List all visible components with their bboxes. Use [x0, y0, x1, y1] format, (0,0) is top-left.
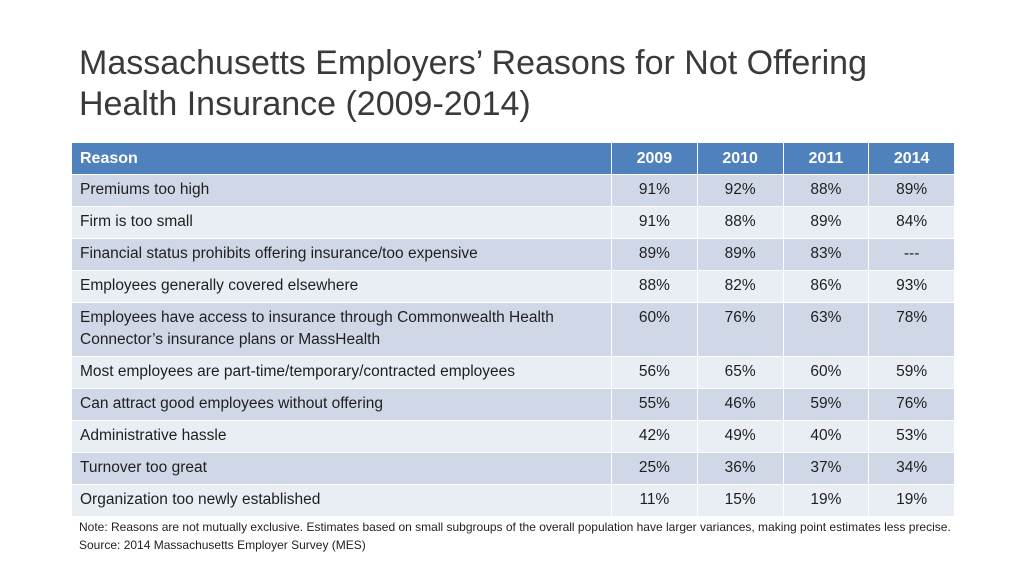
table-row: Administrative hassle 42% 49% 40% 53% [71, 420, 955, 453]
value-cell-2014: 93% [868, 270, 955, 303]
value-cell-2014: 59% [868, 356, 955, 389]
header-year-2010: 2010 [696, 142, 784, 175]
value-cell-2010: 49% [696, 420, 784, 453]
value-cell-2014: 78% [868, 302, 955, 357]
value-cell-2009: 55% [611, 388, 698, 421]
value-cell-2011: 40% [782, 420, 870, 453]
slide-title-line-1: Massachusetts Employers’ Reasons for Not… [79, 44, 867, 82]
value-cell-2010: 36% [696, 452, 784, 485]
value-cell-2010: 82% [696, 270, 784, 303]
reason-cell: Firm is too small [71, 206, 612, 239]
value-cell-2009: 11% [611, 484, 698, 517]
table-row: Can attract good employees without offer… [71, 388, 955, 421]
value-cell-2014: 76% [868, 388, 955, 421]
table-row: Turnover too great 25% 36% 37% 34% [71, 452, 955, 485]
table-header: Reason 2009 2010 2011 2014 [71, 142, 955, 175]
value-cell-2011: 83% [782, 238, 870, 271]
reasons-table-container: Reason 2009 2010 2011 2014 Premiums too … [71, 142, 955, 517]
value-cell-2009: 56% [611, 356, 698, 389]
value-cell-2009: 88% [611, 270, 698, 303]
value-cell-2014: 89% [868, 174, 955, 207]
value-cell-2009: 91% [611, 174, 698, 207]
value-cell-2011: 19% [782, 484, 870, 517]
value-cell-2010: 89% [696, 238, 784, 271]
reason-cell: Can attract good employees without offer… [71, 388, 612, 421]
value-cell-2014: 19% [868, 484, 955, 517]
reason-cell: Premiums too high [71, 174, 612, 207]
table-row: Employees generally covered elsewhere 88… [71, 270, 955, 303]
value-cell-2011: 63% [782, 302, 870, 357]
slide-title: Massachusetts Employers’ Reasons for Not… [79, 43, 979, 125]
reason-cell: Financial status prohibits offering insu… [71, 238, 612, 271]
value-cell-2010: 76% [696, 302, 784, 357]
reason-cell: Employees have access to insurance throu… [71, 302, 612, 357]
value-cell-2011: 89% [782, 206, 870, 239]
table-row: Most employees are part-time/temporary/c… [71, 356, 955, 389]
reason-cell: Administrative hassle [71, 420, 612, 453]
table-row: Firm is too small 91% 88% 89% 84% [71, 206, 955, 239]
header-year-2011: 2011 [782, 142, 870, 175]
value-cell-2011: 86% [782, 270, 870, 303]
value-cell-2010: 15% [696, 484, 784, 517]
reasons-table: Reason 2009 2010 2011 2014 Premiums too … [71, 142, 955, 517]
value-cell-2009: 91% [611, 206, 698, 239]
reason-cell: Employees generally covered elsewhere [71, 270, 612, 303]
slide-title-line-2: Health Insurance (2009-2014) [79, 85, 531, 123]
value-cell-2014: 34% [868, 452, 955, 485]
header-reason: Reason [71, 142, 612, 175]
table-body: Premiums too high 91% 92% 88% 89% Firm i… [71, 174, 955, 517]
value-cell-2014: 53% [868, 420, 955, 453]
header-year-2009: 2009 [611, 142, 698, 175]
value-cell-2011: 88% [782, 174, 870, 207]
footnote-source: Source: 2014 Massachusetts Employer Surv… [79, 538, 366, 552]
value-cell-2009: 42% [611, 420, 698, 453]
value-cell-2014: --- [868, 238, 955, 271]
value-cell-2009: 25% [611, 452, 698, 485]
value-cell-2011: 60% [782, 356, 870, 389]
table-row: Organization too newly established 11% 1… [71, 484, 955, 517]
table-row: Employees have access to insurance throu… [71, 302, 955, 357]
value-cell-2009: 89% [611, 238, 698, 271]
value-cell-2011: 37% [782, 452, 870, 485]
value-cell-2009: 60% [611, 302, 698, 357]
reason-cell: Most employees are part-time/temporary/c… [71, 356, 612, 389]
reason-cell: Turnover too great [71, 452, 612, 485]
header-row: Reason 2009 2010 2011 2014 [71, 142, 955, 175]
value-cell-2014: 84% [868, 206, 955, 239]
value-cell-2010: 88% [696, 206, 784, 239]
header-year-2014: 2014 [868, 142, 955, 175]
footnote: Note: Reasons are not mutually exclusive… [79, 518, 979, 554]
reason-cell: Organization too newly established [71, 484, 612, 517]
value-cell-2010: 92% [696, 174, 784, 207]
footnote-note: Note: Reasons are not mutually exclusive… [79, 520, 951, 534]
value-cell-2011: 59% [782, 388, 870, 421]
value-cell-2010: 46% [696, 388, 784, 421]
table-row: Premiums too high 91% 92% 88% 89% [71, 174, 955, 207]
table-row: Financial status prohibits offering insu… [71, 238, 955, 271]
value-cell-2010: 65% [696, 356, 784, 389]
